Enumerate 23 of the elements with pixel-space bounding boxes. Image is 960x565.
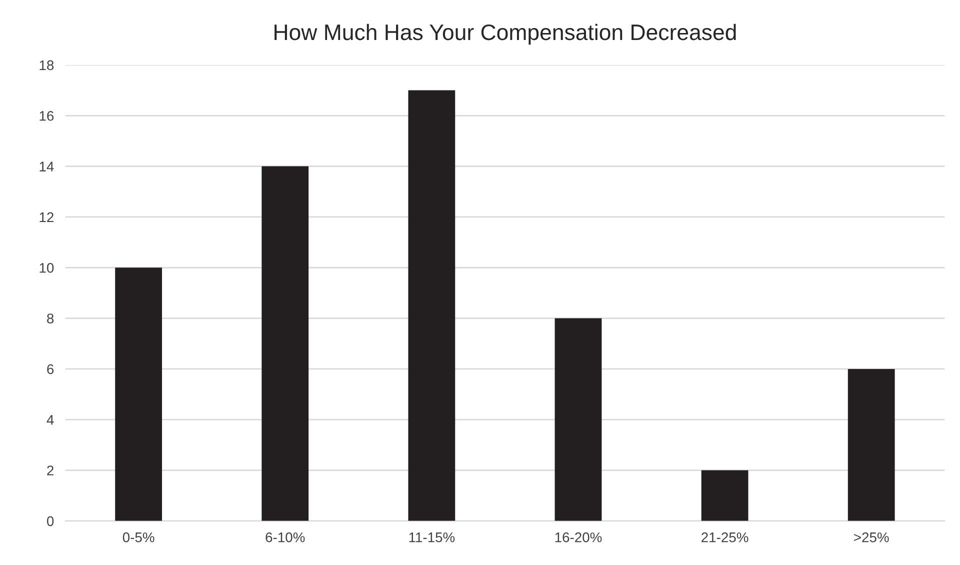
bar [554, 318, 602, 521]
x-tick-label: 11-15% [409, 532, 455, 542]
x-tick-label: 21-25% [702, 532, 748, 542]
bar [408, 90, 456, 521]
bar [701, 470, 748, 521]
y-tick-label: 0 [46, 516, 54, 526]
y-tick-label: 6 [47, 364, 54, 374]
chart-title: How Much Has Your Compensation Decreased [274, 24, 736, 45]
y-tick-label: 2 [47, 466, 54, 476]
x-tick-label: 6-10% [266, 532, 305, 542]
y-tick-label: 4 [46, 415, 54, 425]
y-tick-label: 10 [40, 262, 54, 273]
y-tick-label: 8 [47, 314, 54, 324]
x-tick-label: 0-5% [122, 532, 154, 542]
y-tick-label: 18 [40, 60, 54, 70]
bar [848, 368, 895, 521]
x-tick-label: >25% [854, 532, 889, 542]
bar [115, 268, 162, 521]
y-tick-label: 12 [40, 212, 54, 222]
bar [262, 166, 309, 521]
x-tick-label: 16-20% [555, 532, 602, 542]
y-tick-label: 16 [40, 110, 54, 121]
y-tick-label: 14 [40, 162, 54, 172]
